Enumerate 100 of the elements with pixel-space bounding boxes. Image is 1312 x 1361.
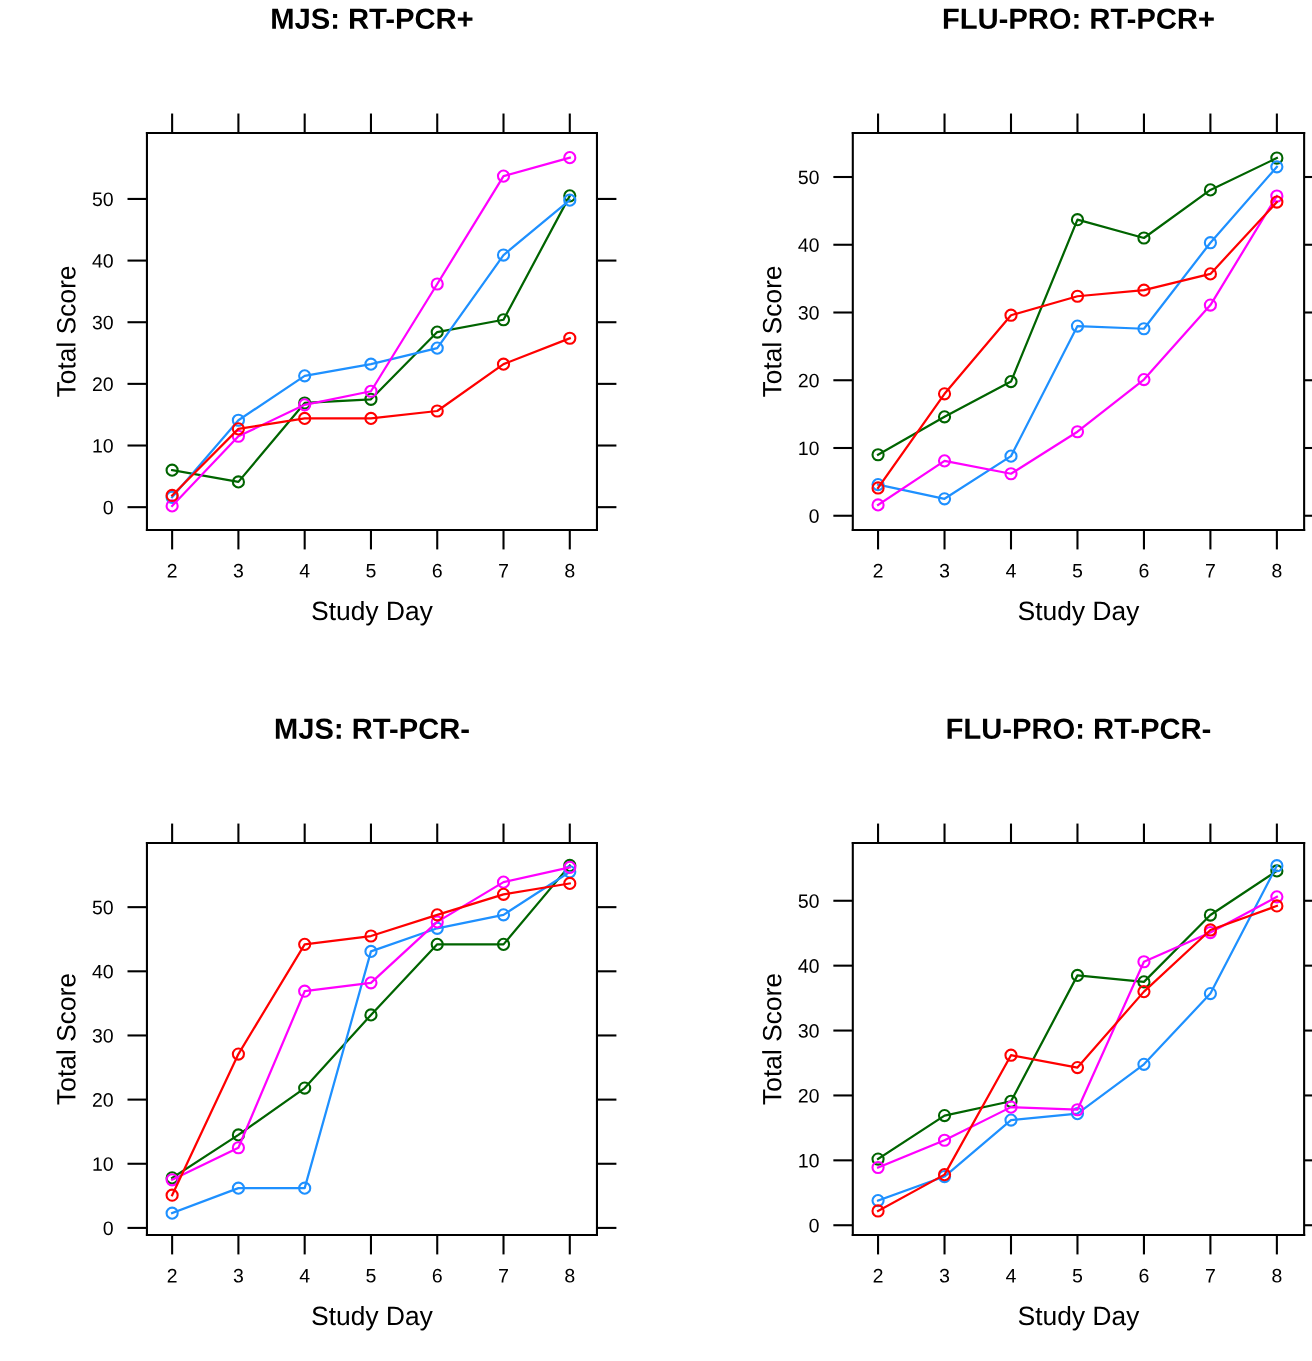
x-tick-label: 2 <box>167 563 177 578</box>
x-tick-label: 8 <box>1272 1268 1282 1283</box>
point <box>1004 449 1018 463</box>
point <box>1137 372 1151 387</box>
y-tick-label: 40 <box>798 959 819 973</box>
point <box>364 357 378 371</box>
point <box>496 313 511 327</box>
point <box>563 331 577 345</box>
point <box>1004 375 1018 389</box>
y-tick-label: 50 <box>798 894 819 908</box>
x-tick-label: 3 <box>939 563 950 578</box>
point <box>1070 1107 1085 1121</box>
chart-title: MJS: RT-PCR- <box>275 718 469 740</box>
point <box>364 384 378 398</box>
point <box>231 413 245 427</box>
point <box>1137 955 1151 969</box>
point <box>430 277 444 291</box>
x-tick-label: 4 <box>1006 1269 1016 1283</box>
point <box>937 1108 952 1123</box>
point <box>231 422 245 436</box>
point <box>165 463 179 477</box>
point <box>1203 908 1217 922</box>
point <box>1203 183 1217 197</box>
point <box>430 404 444 418</box>
point <box>1137 231 1151 245</box>
x-tick-label: 4 <box>299 1269 310 1283</box>
y-tick-label: 10 <box>93 438 113 453</box>
point <box>871 477 885 492</box>
y-tick-label: 40 <box>92 254 113 268</box>
point <box>298 937 312 951</box>
point <box>496 169 511 183</box>
x-tick-label: 6 <box>432 563 442 578</box>
point <box>563 865 577 879</box>
x-tick-label: 6 <box>432 1268 442 1283</box>
point <box>563 151 577 165</box>
point <box>430 341 444 355</box>
y-tick-label: 20 <box>798 1088 819 1103</box>
x-tick-label: 7 <box>1206 1269 1215 1283</box>
point <box>1070 319 1085 333</box>
point <box>298 1081 312 1095</box>
y-axis-title: Total Score <box>56 266 76 397</box>
y-tick-label: 30 <box>92 315 113 330</box>
point <box>496 908 511 922</box>
point <box>1070 289 1085 303</box>
point <box>1270 890 1284 904</box>
point <box>871 498 885 512</box>
x-tick-label: 8 <box>565 1268 575 1283</box>
x-axis-title: Study Day <box>312 1305 433 1331</box>
point <box>364 1008 378 1022</box>
point <box>1203 236 1217 250</box>
point <box>231 1128 245 1142</box>
point <box>1270 864 1284 878</box>
point <box>1004 308 1018 322</box>
point <box>1004 1113 1018 1127</box>
point <box>1270 899 1284 913</box>
point <box>496 248 511 262</box>
point <box>563 193 577 207</box>
point <box>298 1181 312 1195</box>
point <box>1070 968 1085 982</box>
x-tick-label: 5 <box>366 564 376 578</box>
point <box>871 1160 885 1175</box>
x-tick-label: 8 <box>1272 563 1282 578</box>
point <box>563 189 577 203</box>
point <box>364 976 378 990</box>
point <box>231 1141 245 1155</box>
chart-title: MJS: RT-PCR+ <box>272 8 473 30</box>
x-tick-label: 7 <box>499 1269 508 1283</box>
y-tick-label: 30 <box>798 305 819 320</box>
point <box>1070 425 1085 439</box>
y-tick-label: 30 <box>92 1028 113 1043</box>
y-tick-label: 10 <box>93 1157 113 1171</box>
point <box>937 492 952 506</box>
x-tick-label: 2 <box>873 563 883 578</box>
point <box>937 454 952 468</box>
point <box>430 937 444 951</box>
point <box>871 1152 885 1166</box>
point <box>165 1206 179 1220</box>
y-axis-title: Total Score <box>762 266 782 397</box>
point <box>430 921 444 935</box>
point <box>1203 986 1217 1001</box>
x-tick-label: 2 <box>167 1268 177 1283</box>
y-tick-label: 40 <box>798 238 819 252</box>
y-tick-label: 30 <box>798 1024 819 1038</box>
point <box>1137 975 1151 989</box>
point <box>1137 985 1151 999</box>
x-tick-label: 8 <box>565 563 575 578</box>
y-axis-title: Total Score <box>56 974 76 1105</box>
point <box>1270 160 1284 174</box>
point <box>1137 283 1151 297</box>
chart-title: FLU-PRO: RT-PCR+ <box>943 8 1214 30</box>
point <box>1004 1048 1018 1062</box>
x-tick-label: 5 <box>1072 1269 1083 1283</box>
point <box>1270 195 1284 209</box>
chart-title: FLU-PRO: RT-PCR- <box>947 718 1211 740</box>
y-tick-label: 50 <box>798 170 819 185</box>
y-tick-label: 20 <box>798 373 819 388</box>
y-tick-label: 0 <box>103 500 113 515</box>
point <box>430 908 444 922</box>
point <box>496 937 511 951</box>
point <box>871 1204 885 1218</box>
